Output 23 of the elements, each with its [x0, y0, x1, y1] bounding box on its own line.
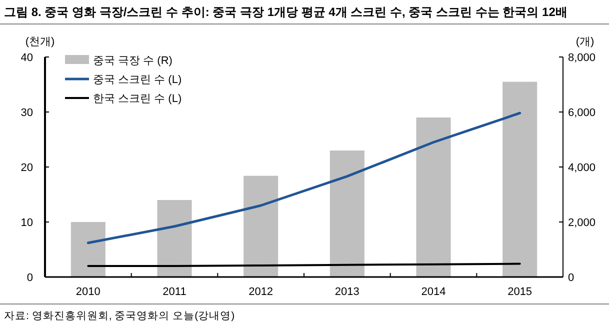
y-tick-label: 30: [20, 107, 33, 119]
y-axis-title: (천개): [25, 36, 55, 48]
x-tick-label: 2010: [76, 286, 100, 298]
y2-tick-label: 0: [568, 272, 574, 284]
legend-label: 중국 극장 수 (R): [93, 55, 172, 67]
x-tick-label: 2011: [162, 286, 186, 298]
x-tick-label: 2013: [334, 286, 360, 298]
y2-tick-label: 8,000: [568, 52, 596, 64]
x-tick-label: 2012: [248, 286, 274, 298]
y-tick-label: 20: [20, 162, 33, 174]
y-tick-label: 10: [20, 217, 33, 229]
y-tick-label: 0: [26, 272, 33, 284]
x-tick-label: 2015: [508, 286, 532, 298]
legend-label: 한국 스크린 수 (L): [93, 93, 182, 105]
y2-axis-title: (개): [576, 36, 594, 48]
y2-tick-label: 4,000: [568, 162, 596, 174]
y-tick-label: 40: [20, 52, 33, 64]
y2-tick-label: 2,000: [568, 217, 596, 229]
legend-label: 중국 스크린 수 (L): [93, 74, 182, 86]
chart-title: 그림 8. 중국 영화 극장/스크린 수 추이: 중국 극장 1개당 평균 4개 스크린 수, 중국 스크린 수는 한국의 12배: [4, 5, 568, 19]
y2-tick-label: 6,000: [568, 107, 596, 119]
x-tick-label: 2014: [421, 286, 446, 298]
text: 자료: 영화진흥위원회, 중국영화의 오늘(강내영): [4, 310, 235, 322]
